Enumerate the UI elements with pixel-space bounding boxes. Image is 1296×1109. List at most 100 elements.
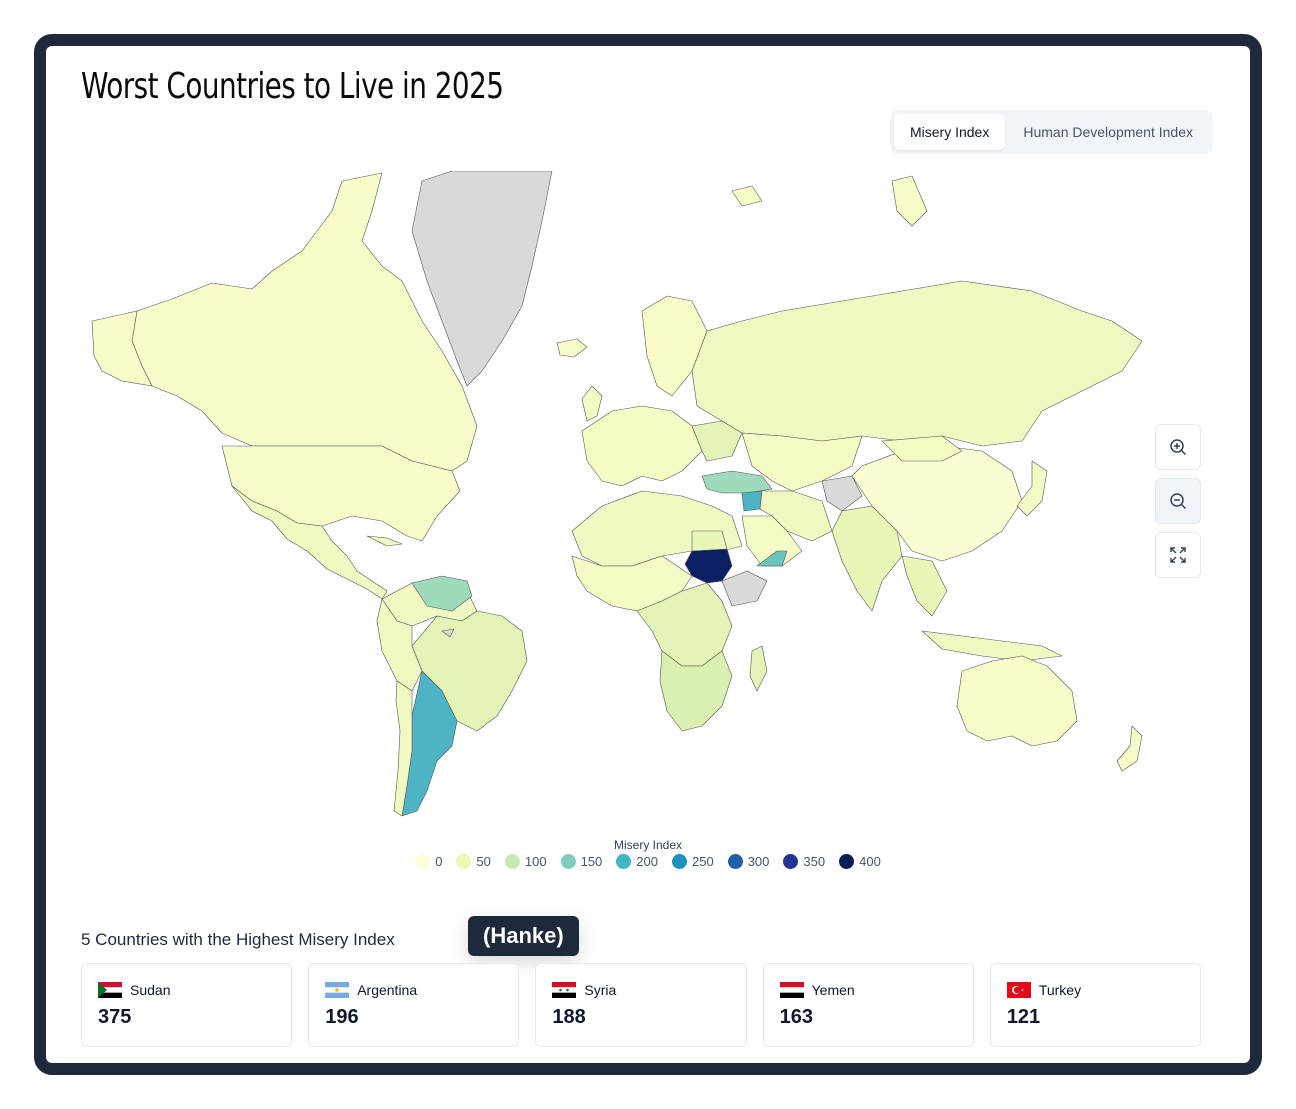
country-card-turkey[interactable]: Turkey 121: [989, 963, 1202, 1047]
country-card-sudan[interactable]: Sudan 375: [81, 963, 293, 1047]
legend-swatch: [616, 854, 632, 869]
legend-item[interactable]: 0: [415, 854, 442, 869]
country-name: Argentina: [357, 982, 418, 998]
metric-tabs: Misery Index Human Development Index: [889, 110, 1213, 154]
sudan-flag-icon: [98, 982, 122, 998]
country-uk: [581, 385, 603, 422]
legend-swatch: [783, 854, 799, 869]
legend-items: 0 50 100 150 200 250 300 350 400: [46, 854, 1250, 869]
legend-label: 400: [859, 854, 881, 869]
world-map[interactable]: [82, 171, 1162, 821]
zoom-in-button[interactable]: [1155, 424, 1201, 470]
legend-label: 350: [803, 854, 826, 869]
legend-swatch: [560, 854, 576, 869]
country-se-asia: [901, 555, 948, 617]
zoom-controls: [1155, 424, 1201, 578]
country-indonesia: [921, 630, 1063, 662]
country-mongolia: [881, 435, 963, 462]
country-sudan: [684, 548, 733, 584]
country-canada: [131, 172, 478, 472]
country-value: 188: [552, 1006, 586, 1028]
country-mexico: [231, 485, 388, 600]
legend-label: 150: [580, 854, 603, 869]
legend-swatch: [727, 854, 743, 869]
country-central-africa: [636, 582, 733, 667]
legend-label: 0: [435, 854, 443, 869]
fit-screen-icon: [1170, 547, 1186, 563]
country-australia: [956, 655, 1078, 747]
country-value: 375: [98, 1006, 132, 1028]
source-tooltip: (Hanke): [468, 916, 579, 956]
legend-label: 100: [524, 854, 547, 869]
map-legend: Misery Index 0 50 100 150 200 250 300 35…: [46, 838, 1250, 869]
page-title: Worst Countries to Live in 2025: [81, 66, 504, 107]
legend-item[interactable]: 150: [560, 854, 603, 869]
legend-label: 250: [692, 854, 714, 869]
country-egypt: [691, 530, 728, 552]
zoom-in-icon: [1170, 439, 1187, 456]
country-value: 121: [1006, 1006, 1041, 1028]
country-russia: [691, 280, 1143, 447]
tab-misery-index[interactable]: Misery Index: [893, 114, 1006, 150]
country-caribbean: [441, 628, 455, 638]
country-ethiopia: [721, 570, 768, 607]
country-japan: [1016, 460, 1048, 517]
country-value: 163: [779, 1006, 813, 1028]
legend-swatch: [839, 854, 855, 869]
legend-item[interactable]: 50: [456, 854, 491, 869]
zoom-out-icon: [1170, 493, 1187, 510]
legend-label: 50: [476, 854, 491, 869]
country-saudi: [741, 515, 803, 567]
legend-item[interactable]: 350: [783, 854, 825, 869]
country-novaya-zemlya: [891, 175, 928, 227]
legend-item[interactable]: 300: [727, 854, 770, 869]
country-cuba: [366, 535, 403, 547]
country-venezuela: [411, 575, 473, 612]
country-southern-africa: [659, 650, 733, 732]
legend-swatch: [504, 854, 520, 869]
legend-swatch: [415, 854, 431, 869]
country-name: Sudan: [130, 982, 171, 998]
legend-swatch: [456, 854, 472, 869]
country-name: Syria: [584, 982, 617, 998]
syria-flag-icon: [552, 982, 577, 998]
country-syria: [741, 490, 763, 512]
country-europe-west: [581, 405, 703, 487]
top5-cards: Sudan 375 Argentina 196 Syria 188: [81, 963, 1202, 1047]
country-turkey: [701, 470, 773, 494]
country-new-zealand: [1116, 725, 1143, 772]
zoom-out-button[interactable]: [1155, 478, 1201, 524]
legend-item[interactable]: 100: [504, 854, 547, 869]
legend-item[interactable]: 400: [839, 854, 881, 869]
country-name: Turkey: [1038, 982, 1082, 998]
country-madagascar: [749, 645, 768, 692]
country-card-syria[interactable]: Syria 188: [535, 963, 747, 1047]
country-iceland: [556, 338, 588, 358]
country-card-argentina[interactable]: Argentina 196: [308, 963, 520, 1047]
turkey-flag-icon: [1006, 982, 1031, 998]
country-card-yemen[interactable]: Yemen 163: [762, 963, 974, 1047]
argentina-flag-icon: [325, 982, 350, 998]
legend-label: 200: [636, 854, 658, 869]
country-peru-bolivia: [376, 598, 423, 692]
dashboard-frame: Worst Countries to Live in 2025 Misery I…: [34, 34, 1262, 1075]
legend-item[interactable]: 200: [616, 854, 658, 869]
country-chile: [393, 680, 413, 817]
country-greenland: [411, 171, 553, 387]
country-svalbard: [731, 185, 763, 207]
top5-section-title: 5 Countries with the Highest Misery Inde…: [81, 930, 395, 949]
country-afghanistan: [821, 475, 863, 512]
country-usa-alaska: [91, 310, 153, 387]
country-name: Yemen: [811, 982, 855, 998]
fit-screen-button[interactable]: [1155, 532, 1201, 578]
country-kazakhstan: [741, 432, 863, 492]
legend-item[interactable]: 250: [672, 854, 714, 869]
legend-label: 300: [747, 854, 770, 869]
tab-human-development-index[interactable]: Human Development Index: [1023, 124, 1193, 140]
legend-swatch: [672, 854, 687, 869]
yemen-flag-icon: [779, 982, 804, 998]
legend-title: Misery Index: [613, 838, 683, 852]
country-value: 196: [325, 1006, 359, 1028]
country-iran-iraq: [759, 490, 833, 542]
country-yemen: [756, 550, 788, 567]
